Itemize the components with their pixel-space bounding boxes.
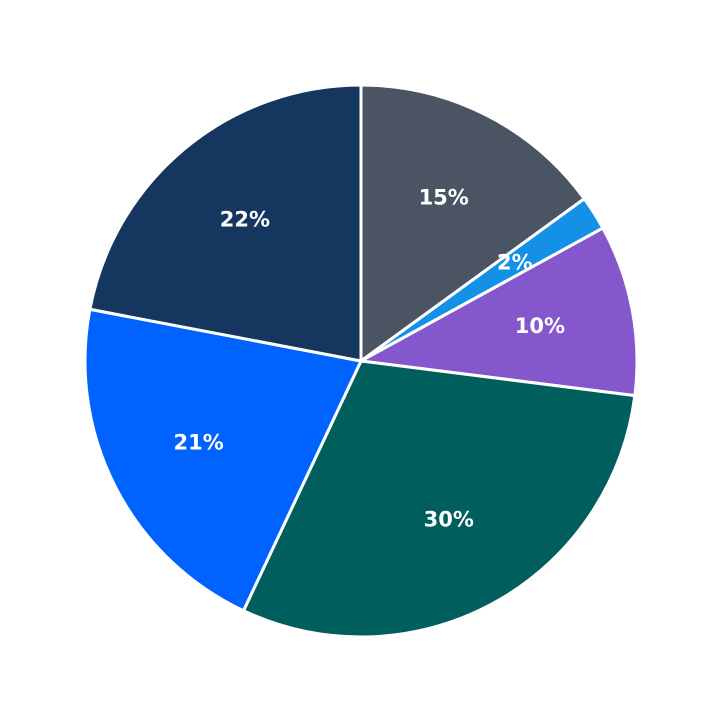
pie-slice — [359, 83, 587, 364]
pie-slice — [88, 83, 363, 363]
slice-label: 22% — [220, 208, 270, 232]
pie-slice — [356, 225, 639, 398]
slice-label: 15% — [419, 186, 469, 210]
slice-label: 30% — [424, 508, 474, 532]
pie-slice — [83, 307, 364, 613]
pie-slice — [241, 359, 637, 639]
slice-label: 21% — [174, 431, 224, 455]
slice-label: 2% — [497, 250, 533, 274]
slice-label: 10% — [515, 314, 565, 338]
